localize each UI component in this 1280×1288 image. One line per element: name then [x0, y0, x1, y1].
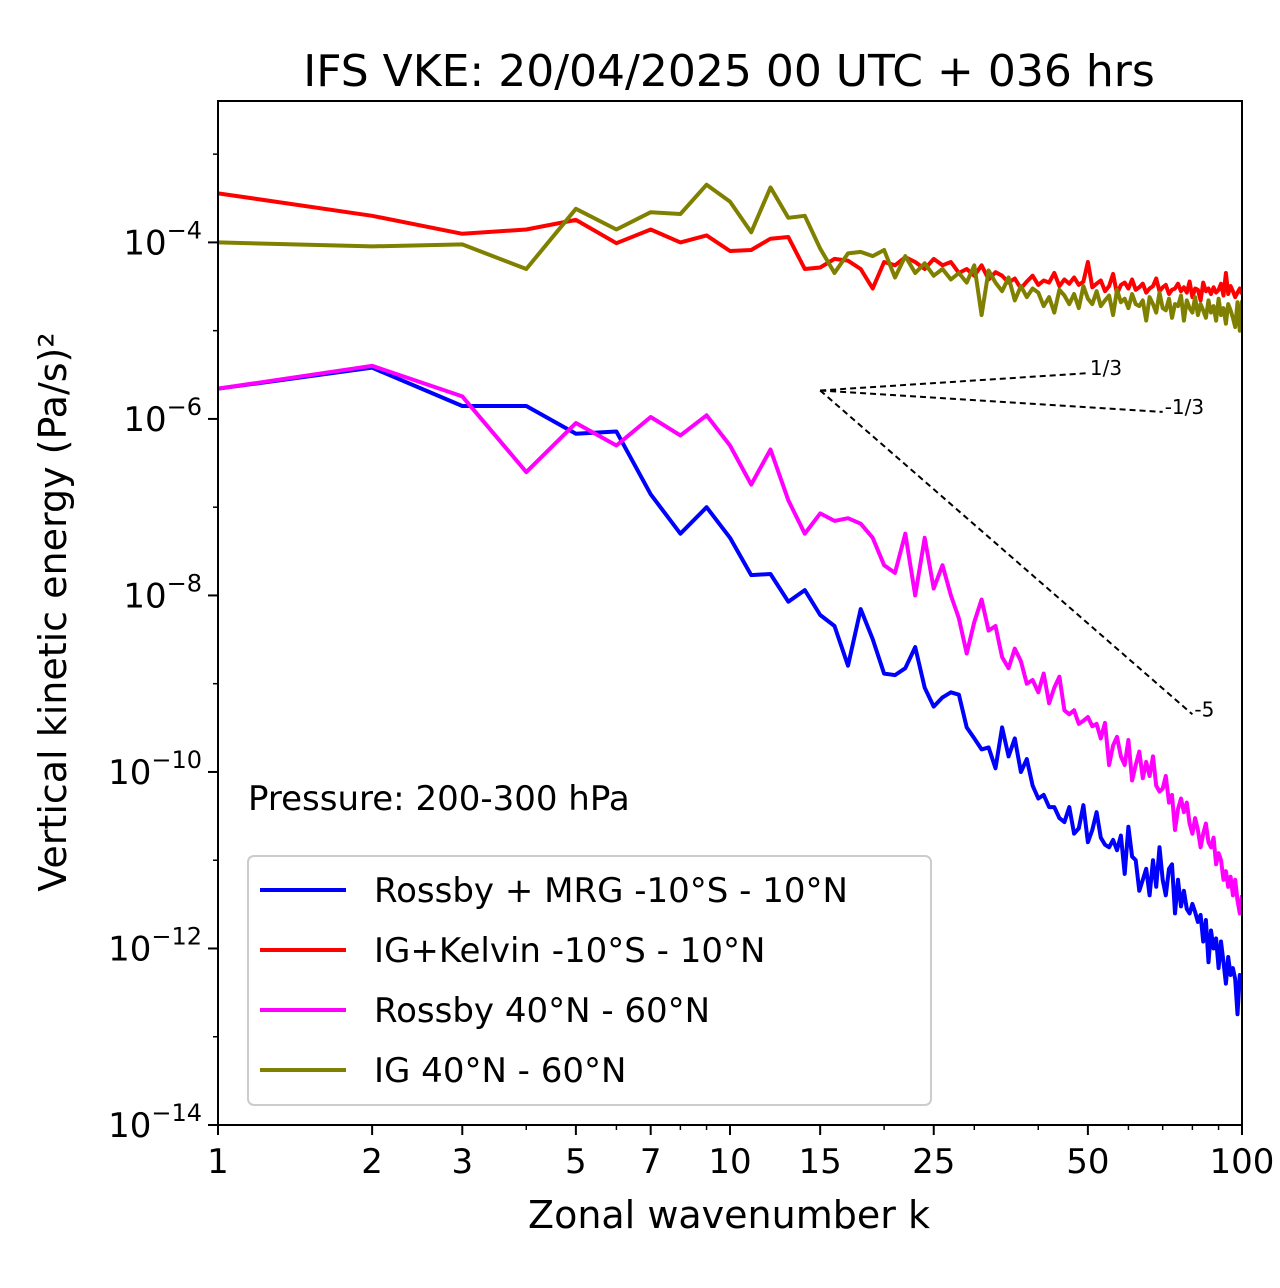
x-tick-label: 15 — [799, 1142, 842, 1182]
reference-slope-label-1: 1/3 — [1090, 356, 1122, 380]
x-tick-label: 1 — [207, 1142, 229, 1182]
legend-label-1: Rossby + MRG -10°S - 10°N — [374, 871, 848, 911]
y-tick-label: 10−14 — [108, 1099, 202, 1146]
series-line-1 — [218, 365, 1242, 1017]
x-tick-label: 10 — [708, 1142, 751, 1182]
legend-label-4: IG 40°N - 60°N — [374, 1051, 626, 1091]
series-line-2 — [218, 191, 1242, 303]
x-tick-label: 7 — [640, 1142, 662, 1182]
x-tick-label: 100 — [1210, 1142, 1275, 1182]
series-line-4 — [218, 182, 1242, 333]
reference-slope-line-3 — [819, 389, 1194, 716]
reference-slope-line-1 — [820, 372, 1088, 392]
y-axis-label: Vertical kinetic energy (Pa/s)² — [31, 332, 75, 891]
x-tick-label: 2 — [361, 1142, 383, 1182]
y-tick-label: 10−8 — [123, 569, 202, 616]
y-tick-label: 10−4 — [123, 216, 202, 263]
legend-box — [247, 855, 932, 1106]
x-tick-label: 50 — [1066, 1142, 1109, 1182]
y-tick-label: 10−6 — [123, 393, 202, 440]
y-tick-label: 10−10 — [108, 746, 202, 793]
pressure-annotation: Pressure: 200-300 hPa — [248, 779, 630, 819]
reference-slope-line-2 — [820, 389, 1163, 413]
reference-slope-label-3: -5 — [1194, 697, 1214, 721]
x-axis-label: Zonal wavenumber k — [528, 1193, 930, 1237]
reference-slope-label-2: -1/3 — [1165, 395, 1204, 419]
y-tick-label: 10−12 — [108, 922, 202, 969]
chart-title: IFS VKE: 20/04/2025 00 UTC + 036 hrs — [303, 46, 1155, 97]
series-line-3 — [218, 363, 1242, 916]
legend-label-3: Rossby 40°N - 60°N — [374, 991, 710, 1031]
x-tick-label: 5 — [565, 1142, 587, 1182]
x-tick-label: 25 — [912, 1142, 955, 1182]
x-tick-label: 3 — [451, 1142, 473, 1182]
legend-label-2: IG+Kelvin -10°S - 10°N — [374, 931, 765, 971]
